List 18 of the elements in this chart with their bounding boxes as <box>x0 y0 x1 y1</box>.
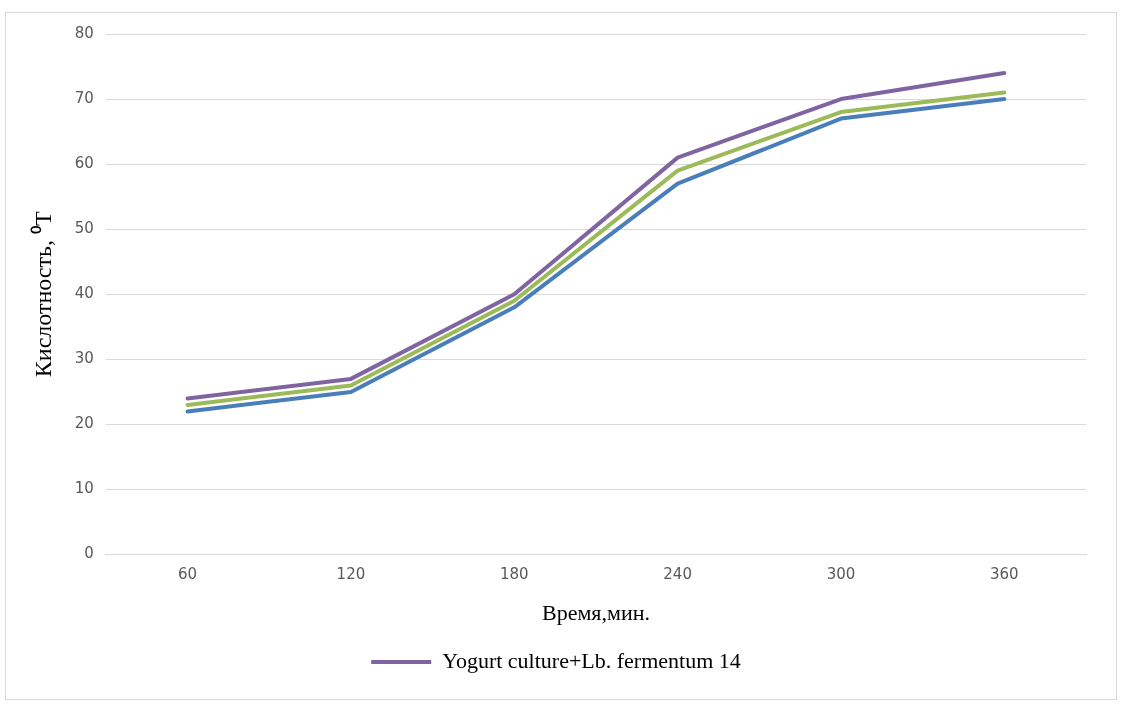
legend-label: Yogurt culture+Lb. fermentum 14 <box>442 647 741 673</box>
y-tick-label: 0 <box>84 544 94 563</box>
y-tick-label: 50 <box>74 219 94 238</box>
y-tick-label: 70 <box>74 88 94 107</box>
x-tick-label: 180 <box>499 565 529 584</box>
x-axis-title: Время,мин. <box>541 599 650 625</box>
x-tick-label: 60 <box>178 565 198 584</box>
y-tick-label: 40 <box>74 284 94 303</box>
x-tick-label: 300 <box>826 565 856 584</box>
x-tick-label: 120 <box>336 565 366 584</box>
y-axis-title: Кислотность, ⁰T <box>29 211 56 378</box>
y-tick-label: 30 <box>74 349 94 368</box>
y-tick-label: 80 <box>74 23 94 42</box>
x-tick-label: 240 <box>663 565 692 584</box>
y-tick-label: 10 <box>74 479 94 498</box>
y-tick-label: 60 <box>74 154 94 173</box>
x-tick-label: 360 <box>990 565 1019 584</box>
y-tick-label: 20 <box>74 414 94 433</box>
